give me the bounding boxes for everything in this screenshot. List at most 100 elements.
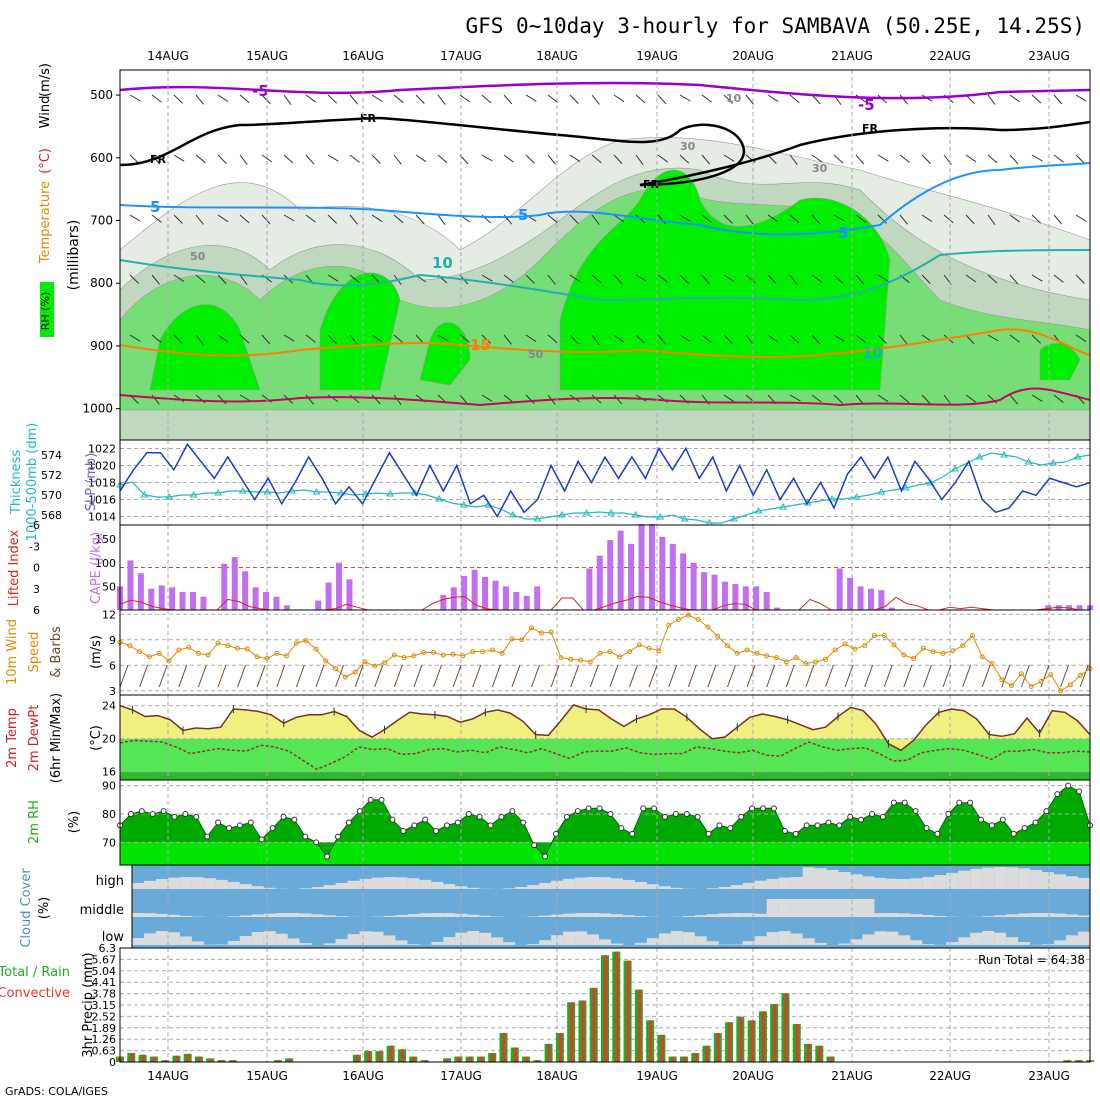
top-date-label: 15AUG: [246, 49, 288, 63]
wind-barb: [129, 154, 140, 164]
precip-convective-bar: [513, 1047, 517, 1062]
cloud-high-bar: [407, 878, 420, 889]
wind-speed-marker: [489, 647, 495, 653]
temp-line: [119, 704, 1091, 752]
rh-base-band: [120, 842, 1090, 865]
ylabel-wind-unit: (m/s): [38, 63, 53, 97]
wind-barb: [1075, 214, 1087, 222]
cape-bar: [659, 536, 666, 610]
rh-marker: [411, 822, 418, 829]
wind-barb: [349, 94, 359, 105]
cape-bar: [513, 592, 520, 610]
wind-barb: [679, 274, 689, 284]
cloud-high-bar: [634, 881, 647, 889]
wind-barb: [569, 94, 579, 104]
cloud-low-bar: [443, 937, 456, 945]
thickness-marker: [975, 453, 984, 460]
cloud-high-bar: [922, 876, 935, 889]
temp-tick-label: 16: [102, 766, 116, 779]
wind-barb: [855, 334, 866, 343]
cloud-middle-bar: [611, 914, 623, 917]
wind-barb: [327, 334, 337, 344]
wind-barb: [657, 214, 667, 225]
cloud-low-bar: [958, 937, 971, 945]
cloud-high-bar: [179, 877, 192, 889]
wind-speed-marker: [519, 637, 525, 643]
bottom-date-ticks: 14AUG 15AUG 16AUG 17AUG 18AUG 19AUG 20AUG 21AUG…: [147, 1069, 1070, 1083]
wind-speed-marker: [813, 659, 819, 665]
wind-barb: [305, 394, 314, 405]
thickness-tick-label: 574: [41, 449, 62, 462]
bottom-date-label: 21AUG: [831, 1069, 873, 1083]
wind-speed-marker: [254, 654, 260, 660]
thickness-marker: [1000, 451, 1008, 458]
precip-tick-label: 6.3: [99, 942, 117, 955]
cloud-low-bar: [263, 931, 276, 945]
cloud-low-bar: [1042, 944, 1055, 945]
rh-legend-swatch: [40, 282, 54, 337]
wind-speed-marker: [342, 674, 348, 680]
contour-label: 15: [470, 336, 491, 354]
cape-bar: [502, 586, 509, 610]
thickness-marker: [312, 488, 321, 495]
wind-barb: [635, 154, 644, 166]
cape-bar: [628, 543, 635, 610]
wind-barb: [899, 394, 910, 404]
thickness-tick-label: 572: [41, 469, 62, 482]
wind-speed-marker: [685, 612, 691, 618]
wind-barb: [393, 334, 404, 344]
wind-barb: [239, 334, 250, 344]
thickness-marker: [680, 515, 689, 522]
cape-bar: [534, 586, 541, 610]
wind-barb: [129, 94, 141, 102]
dewpt-line: [119, 739, 1091, 771]
wind-barb: [943, 214, 954, 224]
wind-barb: [525, 154, 535, 164]
cloud-middle-bar: [383, 915, 396, 917]
cloud-high-bar: [359, 878, 372, 889]
wind-barb: [217, 394, 227, 405]
cloud-low-bar: [335, 939, 348, 945]
wind-barb: [613, 214, 625, 223]
wind-speed-marker: [215, 640, 221, 646]
cloud-low-bar: [694, 936, 707, 945]
slp-line: [119, 442, 1091, 518]
contour-label: 10: [862, 344, 883, 362]
cape-bar: [190, 592, 197, 610]
precip-convective-bar: [141, 1054, 145, 1062]
cloud-low-bar: [587, 934, 600, 945]
wind-barb: [393, 94, 404, 103]
cape-bar: [231, 557, 238, 610]
cloud-low-bar: [167, 932, 180, 945]
cloud-middle-bar: [730, 913, 743, 917]
wind-barb: [987, 94, 996, 105]
wind-barb: [745, 274, 756, 284]
thickness-marker: [901, 484, 910, 491]
thickness-marker: [877, 488, 886, 495]
precip-frame: [119, 947, 1091, 1063]
rh-marker: [760, 805, 767, 812]
wind-barb: [569, 334, 579, 345]
cloud-high-bar: [826, 869, 839, 889]
precip-convective-bar: [491, 1052, 495, 1062]
precip-convective-bar: [378, 1051, 382, 1062]
wind-barb: [899, 214, 908, 225]
wind-barb-10m: [766, 664, 776, 688]
cloud-high-bar: [1042, 872, 1055, 889]
panel-precip: 00.631.261.892.523.153.784.415.045.676.3…: [0, 942, 1094, 1069]
wind-barb: [283, 154, 294, 164]
cloud-high-bar: [311, 887, 324, 889]
cloud-level-label: middle: [80, 903, 124, 918]
wind-barb: [503, 94, 513, 105]
panel-rh-2m: 70 80 90 2m RH (%): [27, 779, 1093, 866]
ylabel-temp-unit: (°C): [38, 148, 53, 174]
cape-bar: [148, 588, 155, 610]
wind-barb-10m: [707, 664, 717, 688]
cloud-low-bar: [850, 939, 863, 945]
temp-tick-label: 20: [102, 733, 116, 746]
precip-convective-bar: [197, 1056, 201, 1062]
rh-marker: [629, 830, 636, 837]
cloud-middle-bar: [1030, 913, 1043, 917]
wind-speed-marker: [636, 642, 642, 648]
cape-bar: [669, 543, 676, 610]
